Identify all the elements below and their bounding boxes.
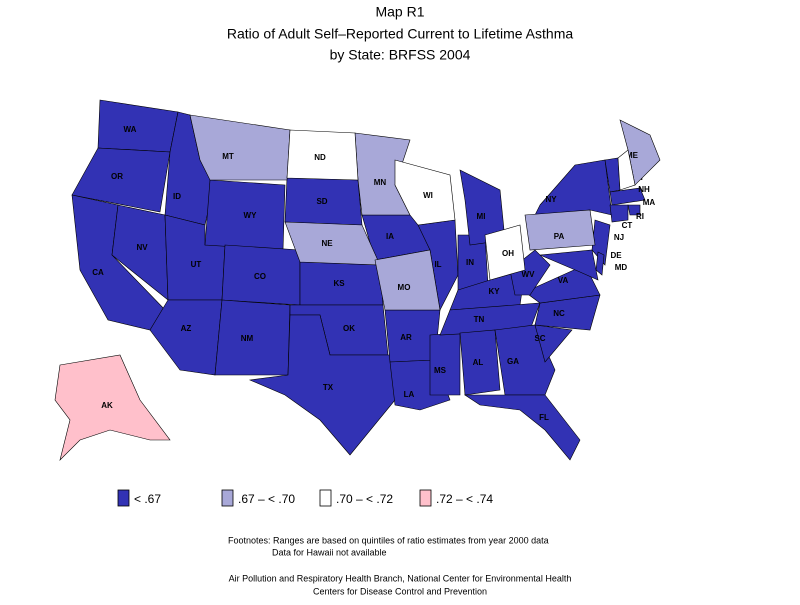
state-label: SC (534, 334, 545, 343)
state-shape (534, 159, 613, 216)
state-shape (595, 251, 605, 276)
state-label: AL (473, 358, 484, 367)
state-label: CA (92, 268, 104, 277)
state-label: CO (254, 272, 266, 281)
state-shape (627, 204, 641, 216)
state-label: WV (522, 270, 536, 279)
state-shape (149, 299, 223, 376)
state-label: DE (610, 251, 622, 260)
state-shape (54, 354, 171, 461)
state-label: NM (241, 334, 254, 343)
legend-label: .67 – < .70 (238, 492, 295, 506)
state-shape (97, 99, 179, 153)
title: Map R1 (375, 4, 424, 20)
state-label: IN (466, 258, 474, 267)
state-shape (189, 114, 291, 181)
state-label: WA (124, 125, 137, 134)
state-label: VA (558, 276, 569, 285)
state-label: ME (626, 151, 639, 160)
state-label: RI (636, 212, 644, 221)
state-label: LA (404, 390, 415, 399)
state-label: MS (434, 366, 447, 375)
state-label: IL (434, 260, 441, 269)
state-shape (619, 119, 661, 186)
state-label: TN (474, 315, 485, 324)
state-shape (524, 264, 601, 304)
state-shape (248, 314, 396, 456)
state-label: NJ (614, 233, 624, 242)
state-shape (617, 149, 636, 191)
state-label: UT (191, 260, 202, 269)
state-label: ND (314, 153, 326, 162)
state-label: KS (333, 279, 345, 288)
state-shape (609, 187, 646, 206)
state-label: GA (507, 357, 519, 366)
state-label: SD (316, 197, 327, 206)
state-shape (429, 332, 461, 396)
state-shape (534, 324, 573, 363)
state-label: FL (539, 413, 549, 422)
legend-swatch (117, 489, 130, 507)
legend-label: < .67 (134, 492, 161, 506)
state-shape (539, 249, 599, 281)
state-label: MT (222, 152, 234, 161)
title: Ratio of Adult Self–Reported Current to … (227, 26, 574, 42)
state-label: AR (400, 333, 412, 342)
state-label: AK (101, 401, 113, 410)
state-shape (374, 249, 441, 311)
state-label: MA (643, 198, 656, 207)
state-label: NY (545, 195, 557, 204)
credit: Air Pollution and Respiratory Health Bra… (229, 573, 572, 583)
state-label: MD (615, 263, 628, 272)
state-label: WI (423, 191, 433, 200)
state-label: AZ (181, 324, 192, 333)
state-label: PA (554, 232, 565, 241)
state-shape (464, 394, 581, 461)
state-label: WY (244, 211, 258, 220)
footnote: Data for Hawaii not available (272, 547, 387, 557)
state-label: OR (111, 172, 123, 181)
state-label: MO (398, 283, 411, 292)
state-shape (394, 159, 456, 226)
legend-swatch (419, 489, 432, 507)
state-shape (524, 209, 596, 251)
state-label: KY (488, 287, 500, 296)
footnote: Footnotes: Ranges are based on quintiles… (228, 535, 549, 545)
credit: Centers for Disease Control and Preventi… (313, 586, 487, 596)
state-shape (71, 147, 171, 213)
state-label: NE (321, 239, 333, 248)
state-shape (609, 204, 629, 223)
state-shape (509, 249, 551, 296)
state-label: CT (622, 221, 633, 230)
state-label: MI (477, 212, 486, 221)
legend-label: .72 – < .74 (436, 492, 493, 506)
title: by State: BRFSS 2004 (330, 47, 471, 63)
state-label: MN (374, 178, 387, 187)
state-label: TX (323, 383, 334, 392)
state-label: NV (136, 243, 148, 252)
state-label: NC (553, 309, 565, 318)
state-label: OK (343, 324, 355, 333)
state-label: NH (638, 185, 650, 194)
legend-swatch (221, 489, 234, 507)
state-shape (286, 129, 359, 181)
state-shape (484, 224, 526, 281)
state-label: ID (173, 192, 181, 201)
legend-label: .70 – < .72 (336, 492, 393, 506)
state-label: OH (502, 249, 514, 258)
state-shape (459, 329, 501, 396)
state-label: IA (386, 232, 394, 241)
legend-swatch (319, 489, 332, 507)
